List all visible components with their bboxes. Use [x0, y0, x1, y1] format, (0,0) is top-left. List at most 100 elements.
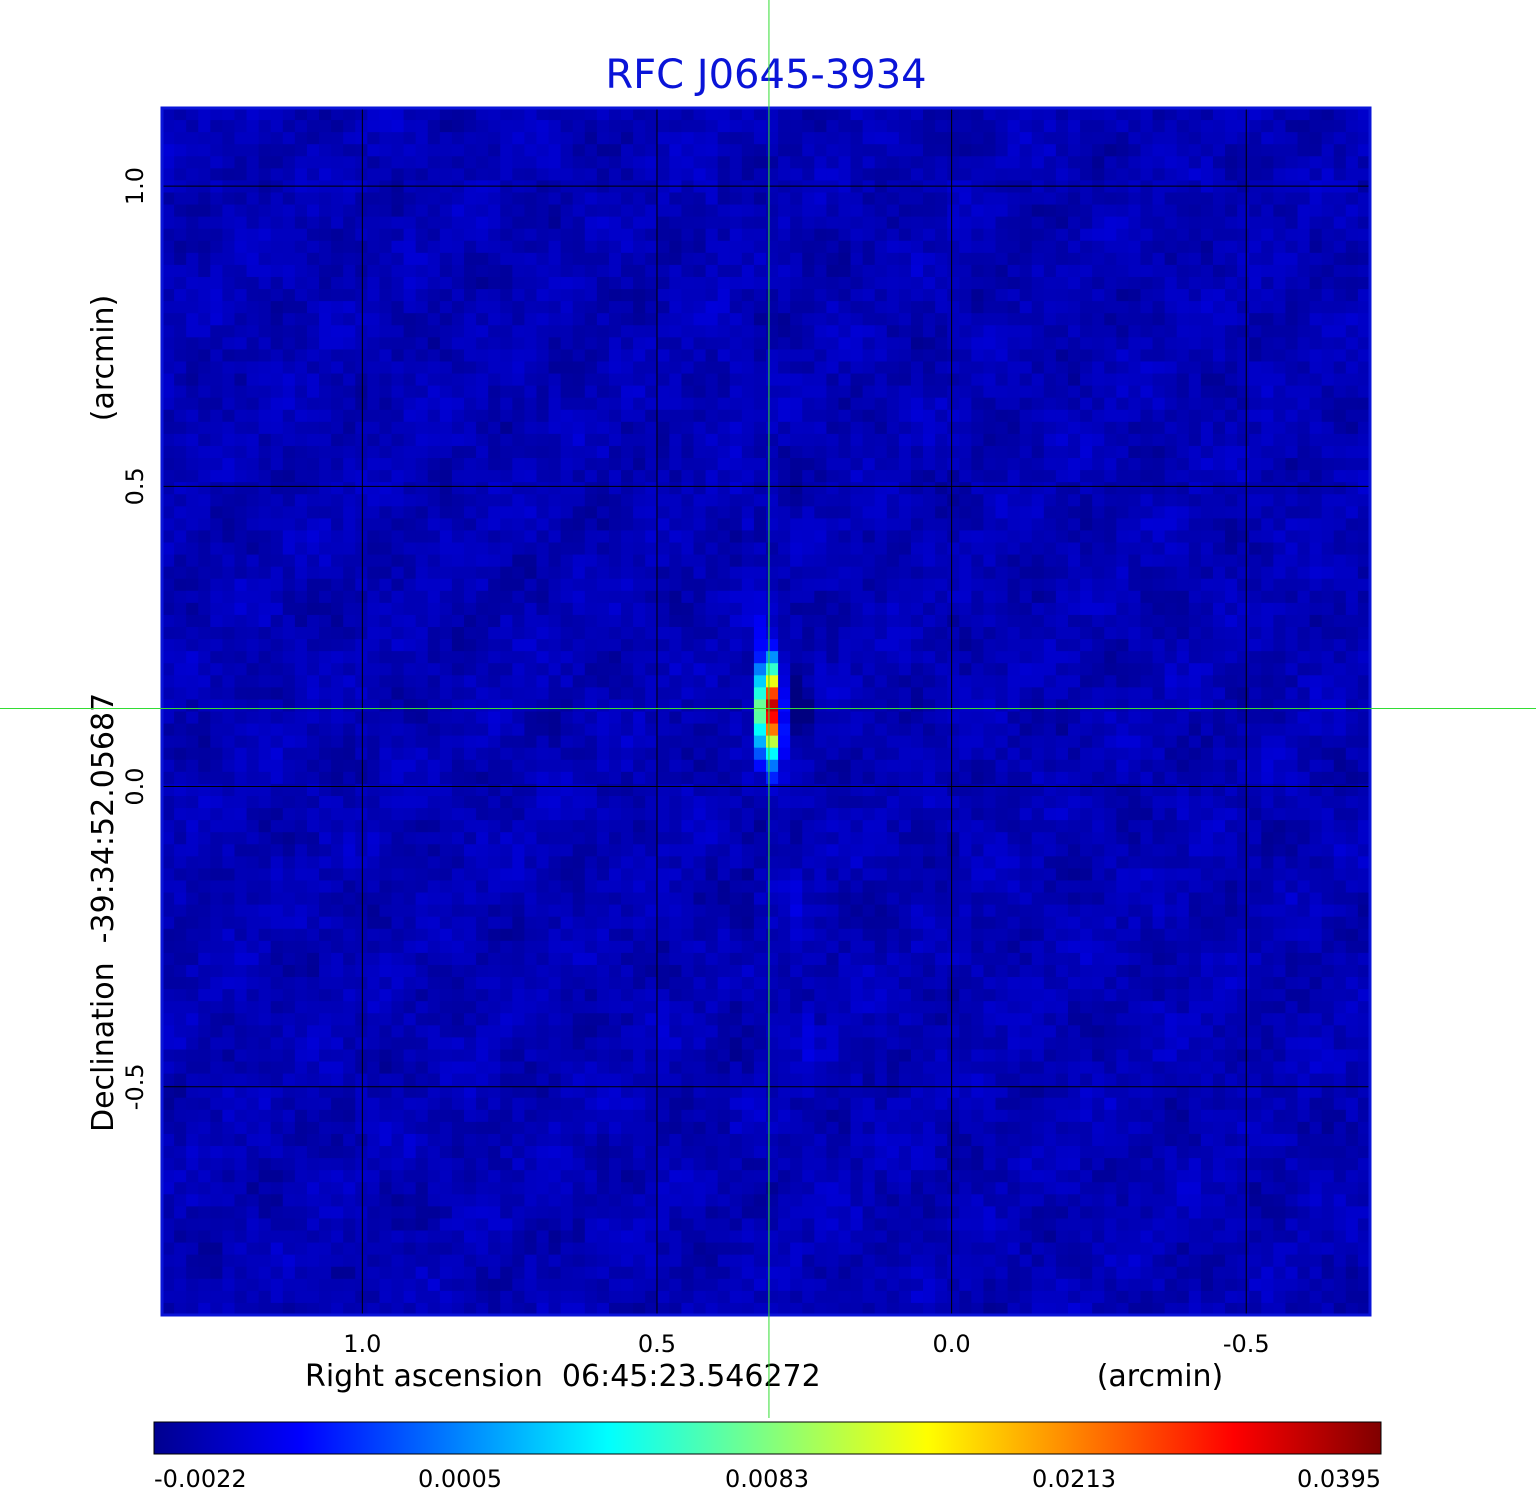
image-pixel [826, 276, 840, 290]
image-pixel [367, 554, 381, 568]
image-pixel [995, 120, 1009, 133]
image-pixel [923, 614, 936, 628]
image-pixel [1188, 458, 1202, 471]
image-pixel [1007, 373, 1021, 387]
image-pixel [669, 651, 683, 664]
image-pixel [512, 276, 525, 290]
image-pixel [1200, 132, 1214, 145]
image-pixel [258, 542, 272, 556]
image-pixel [1104, 627, 1117, 640]
image-pixel [1212, 627, 1226, 640]
image-pixel [1261, 120, 1274, 133]
image-pixel [681, 445, 695, 459]
image-pixel [947, 578, 960, 592]
image-pixel [910, 156, 924, 169]
image-pixel [669, 687, 683, 701]
image-pixel [923, 578, 936, 592]
image-pixel [633, 445, 646, 459]
image-pixel [717, 192, 731, 206]
image-pixel [729, 590, 743, 604]
image-pixel [1237, 506, 1250, 519]
image-pixel [536, 445, 550, 459]
image-pixel [971, 590, 985, 604]
image-pixel [705, 663, 719, 676]
image-pixel [681, 240, 695, 254]
image-pixel [306, 385, 320, 399]
image-pixel [355, 397, 368, 411]
image-pixel [512, 578, 525, 592]
image-pixel [1140, 470, 1154, 483]
image-pixel [1055, 156, 1069, 169]
image-pixel [391, 530, 405, 544]
image-pixel [379, 373, 393, 387]
image-pixel [367, 204, 381, 218]
image-pixel [270, 180, 284, 194]
image-pixel [403, 120, 417, 133]
image-pixel [1188, 264, 1202, 278]
image-pixel [874, 675, 888, 688]
image-pixel [910, 301, 924, 314]
image-pixel [1176, 530, 1190, 544]
image-pixel [258, 614, 272, 628]
image-pixel [741, 518, 755, 532]
image-pixel [1019, 276, 1033, 290]
image-pixel [802, 482, 815, 495]
image-pixel [1188, 228, 1202, 242]
image-pixel [1273, 397, 1287, 411]
image-pixel [1237, 361, 1250, 375]
image-pixel [186, 276, 199, 290]
image-pixel [621, 240, 634, 254]
image-pixel [379, 421, 393, 435]
image-pixel [898, 578, 912, 592]
image-pixel [162, 602, 175, 616]
image-pixel [874, 349, 888, 363]
image-pixel [451, 445, 465, 459]
image-pixel [850, 289, 864, 302]
image-pixel [524, 192, 538, 206]
image-pixel [838, 542, 852, 556]
image-pixel [234, 373, 248, 387]
image-pixel [415, 108, 429, 121]
image-pixel [270, 132, 284, 145]
image-pixel [560, 445, 574, 459]
image-pixel [1116, 216, 1129, 230]
image-pixel [1092, 494, 1105, 507]
image-pixel [838, 313, 852, 326]
image-pixel [1297, 276, 1311, 290]
image-pixel [500, 228, 513, 242]
image-pixel [234, 542, 248, 556]
image-pixel [693, 578, 707, 592]
image-pixel [681, 132, 695, 145]
image-pixel [186, 470, 199, 483]
image-pixel [657, 373, 670, 387]
image-pixel [1297, 361, 1311, 375]
image-pixel [1309, 397, 1323, 411]
image-pixel [1043, 482, 1057, 495]
image-pixel [923, 168, 936, 182]
image-pixel [174, 470, 187, 483]
image-pixel [983, 663, 997, 676]
image-pixel [379, 433, 393, 447]
image-pixel [633, 313, 646, 326]
image-pixel [584, 301, 598, 314]
image-pixel [850, 397, 864, 411]
image-pixel [1261, 433, 1274, 447]
image-pixel [512, 373, 525, 387]
image-pixel [524, 518, 538, 532]
image-pixel [536, 458, 550, 471]
image-pixel [717, 554, 731, 568]
image-pixel [1031, 252, 1045, 266]
image-pixel [802, 144, 815, 157]
image-pixel [1007, 518, 1021, 532]
image-pixel [1043, 276, 1057, 290]
image-pixel [512, 590, 525, 604]
image-pixel [657, 337, 670, 350]
image-pixel [766, 337, 779, 350]
image-pixel [814, 494, 827, 507]
image-pixel [1031, 276, 1045, 290]
image-pixel [1055, 518, 1069, 532]
image-pixel [814, 566, 827, 580]
image-pixel [886, 301, 900, 314]
image-pixel [1333, 651, 1347, 664]
image-pixel [790, 506, 803, 519]
